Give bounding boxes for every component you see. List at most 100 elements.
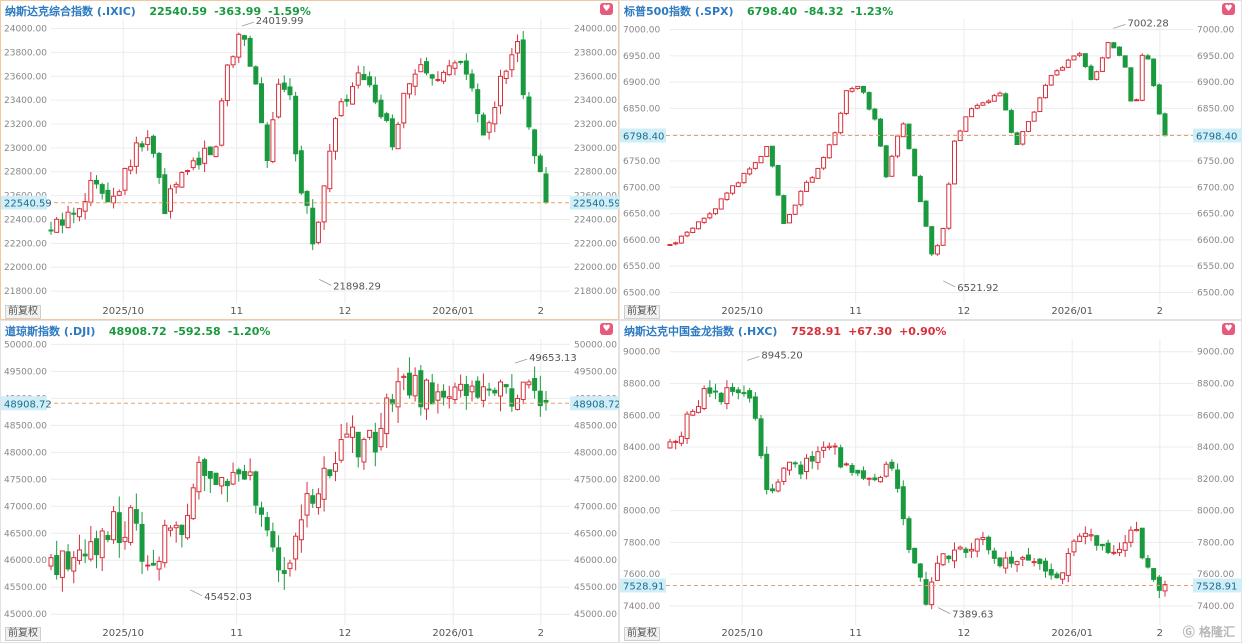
low-leader [943,280,956,288]
chart-panel-dji[interactable]: 道琼斯指数 (.DJI) 48908.72 -592.58 -1.20% ♥ 450… [0,320,620,644]
candle-body [775,481,781,492]
candle-body [480,386,486,401]
candle-body [929,226,935,255]
y-tick-label-right: 6500.00 [1197,288,1234,298]
y-tick-label-right: 8000.00 [1197,507,1234,517]
y-tick-label-left: 23400.00 [4,96,47,106]
candle-body [724,387,730,405]
y-tick-label-left: 6600.00 [623,236,660,246]
candle-body [532,129,538,157]
candle-body [912,547,918,564]
candle-body [866,477,872,480]
candlestick-chart[interactable]: 45000.00 45000.00 45500.00 45500.00 46000.00… [1,321,620,644]
price-adjustment-toggle[interactable]: 前复权 [5,305,41,319]
y-tick-label-right: 22000.00 [574,263,617,273]
last-price-tag-right [570,396,620,411]
candle-body [82,201,88,212]
y-tick-label-right: 45500.00 [574,583,617,593]
candle-body [54,218,60,233]
candle-body [940,553,946,566]
candle-body [786,461,792,471]
candle-body [418,64,424,73]
candle-body [469,385,475,393]
candle-body [350,86,356,105]
candle-body [202,147,208,164]
candle-body [917,175,923,203]
candle-body [1111,42,1117,49]
candle-body [866,92,872,110]
candle-body [230,471,236,485]
favorite-heart-icon[interactable]: ♥ [600,3,613,15]
y-tick-label-right: 8400.00 [1197,443,1234,453]
y-tick-label-right: 22400.00 [574,215,617,225]
watermark-logo: Ⓖ 格隆汇 [1182,625,1235,639]
last-price-tag-right [1193,578,1242,593]
price-adjustment-toggle[interactable]: 前复权 [624,305,660,319]
y-tick-label-right: 47000.00 [574,502,617,512]
candle-body [213,146,219,158]
candle-body [792,462,798,465]
candle-body [923,200,929,227]
candle-body [997,92,1003,97]
candle-body [486,388,492,391]
candle-body [1162,584,1168,592]
favorite-heart-icon[interactable]: ♥ [1222,3,1235,15]
x-tick-label: 2025/10 [721,306,763,317]
favorite-heart-icon[interactable]: ♥ [600,323,613,335]
candle-body [241,470,247,480]
candle-body [906,123,912,150]
candle-body [293,95,299,155]
y-tick-label-left: 6650.00 [623,210,660,220]
candle-body [735,182,741,187]
candle-body [986,100,992,103]
candle-body [1008,110,1014,133]
candle-body [435,391,441,401]
y-tick-label-left: 6850.00 [623,104,660,114]
candle-body [804,457,810,472]
candle-body [1043,84,1049,99]
candle-body [713,390,719,393]
x-tick-label: 2026/01 [1051,628,1093,639]
candle-body [327,469,333,477]
y-tick-label-left: 45500.00 [4,583,47,593]
chart-panel-hxc[interactable]: 纳斯达克中国金龙指数 (.HXC) 7528.91 +67.30 +0.90% ♥ … [619,320,1242,643]
candle-body [713,208,719,215]
price-adjustment-toggle[interactable]: 前复权 [5,627,41,641]
candle-body [832,445,838,448]
y-tick-label-left: 6900.00 [623,78,660,88]
candle-body [673,440,679,443]
candle-body [259,83,265,124]
candlestick-chart[interactable]: 7400.00 7400.00 7600.00 7600.00 7800.00 7800.… [620,321,1242,644]
candlestick-chart[interactable]: 6500.00 6500.00 6550.00 6550.00 6600.00 6600.… [620,1,1242,321]
favorite-heart-icon[interactable]: ♥ [1222,323,1235,335]
candle-body [48,557,54,567]
candle-body [458,60,464,63]
chart-panel-ixic[interactable]: 纳斯达克综合指数 (.IXIC) 22540.59 -363.99 -1.59% ♥… [0,0,620,321]
candle-body [526,96,532,128]
candle-body [980,537,986,541]
candle-body [71,212,77,215]
candle-body [424,61,430,74]
candle-body [667,243,673,246]
candle-body [99,530,105,559]
candle-body [678,235,684,244]
candle-body [338,439,344,461]
candle-body [202,459,208,476]
candle-body [1060,67,1066,71]
candlestick-chart[interactable]: 21800.00 21800.00 22000.00 22000.00 22200.00… [1,1,620,321]
chart-panel-spx[interactable]: 标普500指数 (.SPX) 6798.40 -84.32 -1.23% ♥ 650… [619,0,1242,320]
candle-body [1151,568,1157,580]
index-name: 纳斯达克综合指数 (.IXIC) [5,5,136,18]
candle-body [418,370,424,408]
candle-body [145,564,151,567]
candle-body [895,135,901,157]
price-adjustment-toggle[interactable]: 前复权 [624,627,660,641]
candle-body [207,470,213,479]
last-price: 48908.72 [108,325,167,338]
candle-body [923,579,929,605]
candle-body [997,557,1003,567]
candle-body [361,438,367,463]
candle-body [105,535,111,541]
low-leader [190,589,203,597]
y-tick-label-left: 8400.00 [623,443,660,453]
